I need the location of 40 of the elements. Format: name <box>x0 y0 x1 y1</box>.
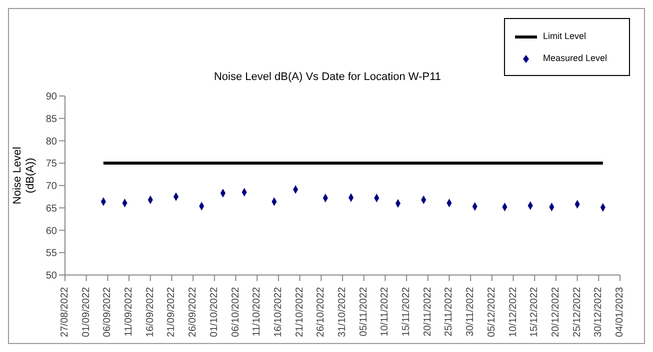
x-tick-label: 10/12/2022 <box>508 286 519 338</box>
x-tick-label: 10/11/2022 <box>380 286 391 336</box>
x-tick-label: 21/09/2022 <box>166 286 178 338</box>
legend-label: Limit Level <box>542 30 588 43</box>
x-tick-label: 20/12/2022 <box>550 286 562 338</box>
x-tick-label: 15/11/2022 <box>401 286 412 336</box>
y-tick-label: 50 <box>46 270 58 282</box>
x-tick-label: 16/09/2022 <box>144 286 156 338</box>
x-tick-label: 20/11/2022 <box>422 286 434 336</box>
x-tick-label: 15/12/2022 <box>529 286 540 338</box>
y-tick-label: 75 <box>46 158 58 170</box>
x-tick-label: 25/12/2022 <box>572 286 583 338</box>
x-tick-label: 05/12/2022 <box>486 286 498 338</box>
y-tick-label: 85 <box>46 114 58 125</box>
x-tick-label: 30/12/2022 <box>593 286 604 338</box>
legend-label: Measured Level <box>542 52 608 65</box>
x-tick-label: 01/10/2022 <box>208 286 220 338</box>
x-tick-label: 11/09/2022 <box>124 286 135 336</box>
x-tick-label: 30/11/2022 <box>465 286 476 336</box>
x-tick-label: 21/10/2022 <box>294 286 306 338</box>
y-tick-label: 90 <box>46 92 58 103</box>
y-tick-label: 70 <box>46 181 58 192</box>
y-tick-label: 60 <box>46 226 58 237</box>
y-axis-title: Noise Level (dB(A)) <box>12 146 36 204</box>
x-tick-label: 11/10/2022 <box>252 286 263 336</box>
y-tick-label: 55 <box>46 248 58 260</box>
x-tick-label: 31/10/2022 <box>337 286 348 338</box>
y-tick-label: 80 <box>46 136 58 148</box>
chart-title: Noise Level dB(A) Vs Date for Location W-P11 <box>212 71 442 83</box>
x-tick-label: 27/08/2022 <box>60 286 70 338</box>
x-tick-label: 16/10/2022 <box>272 286 284 338</box>
x-tick-label: 26/10/2022 <box>316 286 327 338</box>
y-tick-label: 65 <box>46 203 58 214</box>
x-tick-label: 05/11/2022 <box>358 286 370 336</box>
x-tick-label: 04/01/2023 <box>614 286 626 338</box>
x-tick-label: 26/09/2022 <box>188 286 199 338</box>
x-tick-label: 06/10/2022 <box>230 286 242 338</box>
x-tick-label: 06/09/2022 <box>102 286 114 338</box>
x-tick-label: 01/09/2022 <box>80 286 92 338</box>
x-tick-label: 25/11/2022 <box>444 286 455 336</box>
